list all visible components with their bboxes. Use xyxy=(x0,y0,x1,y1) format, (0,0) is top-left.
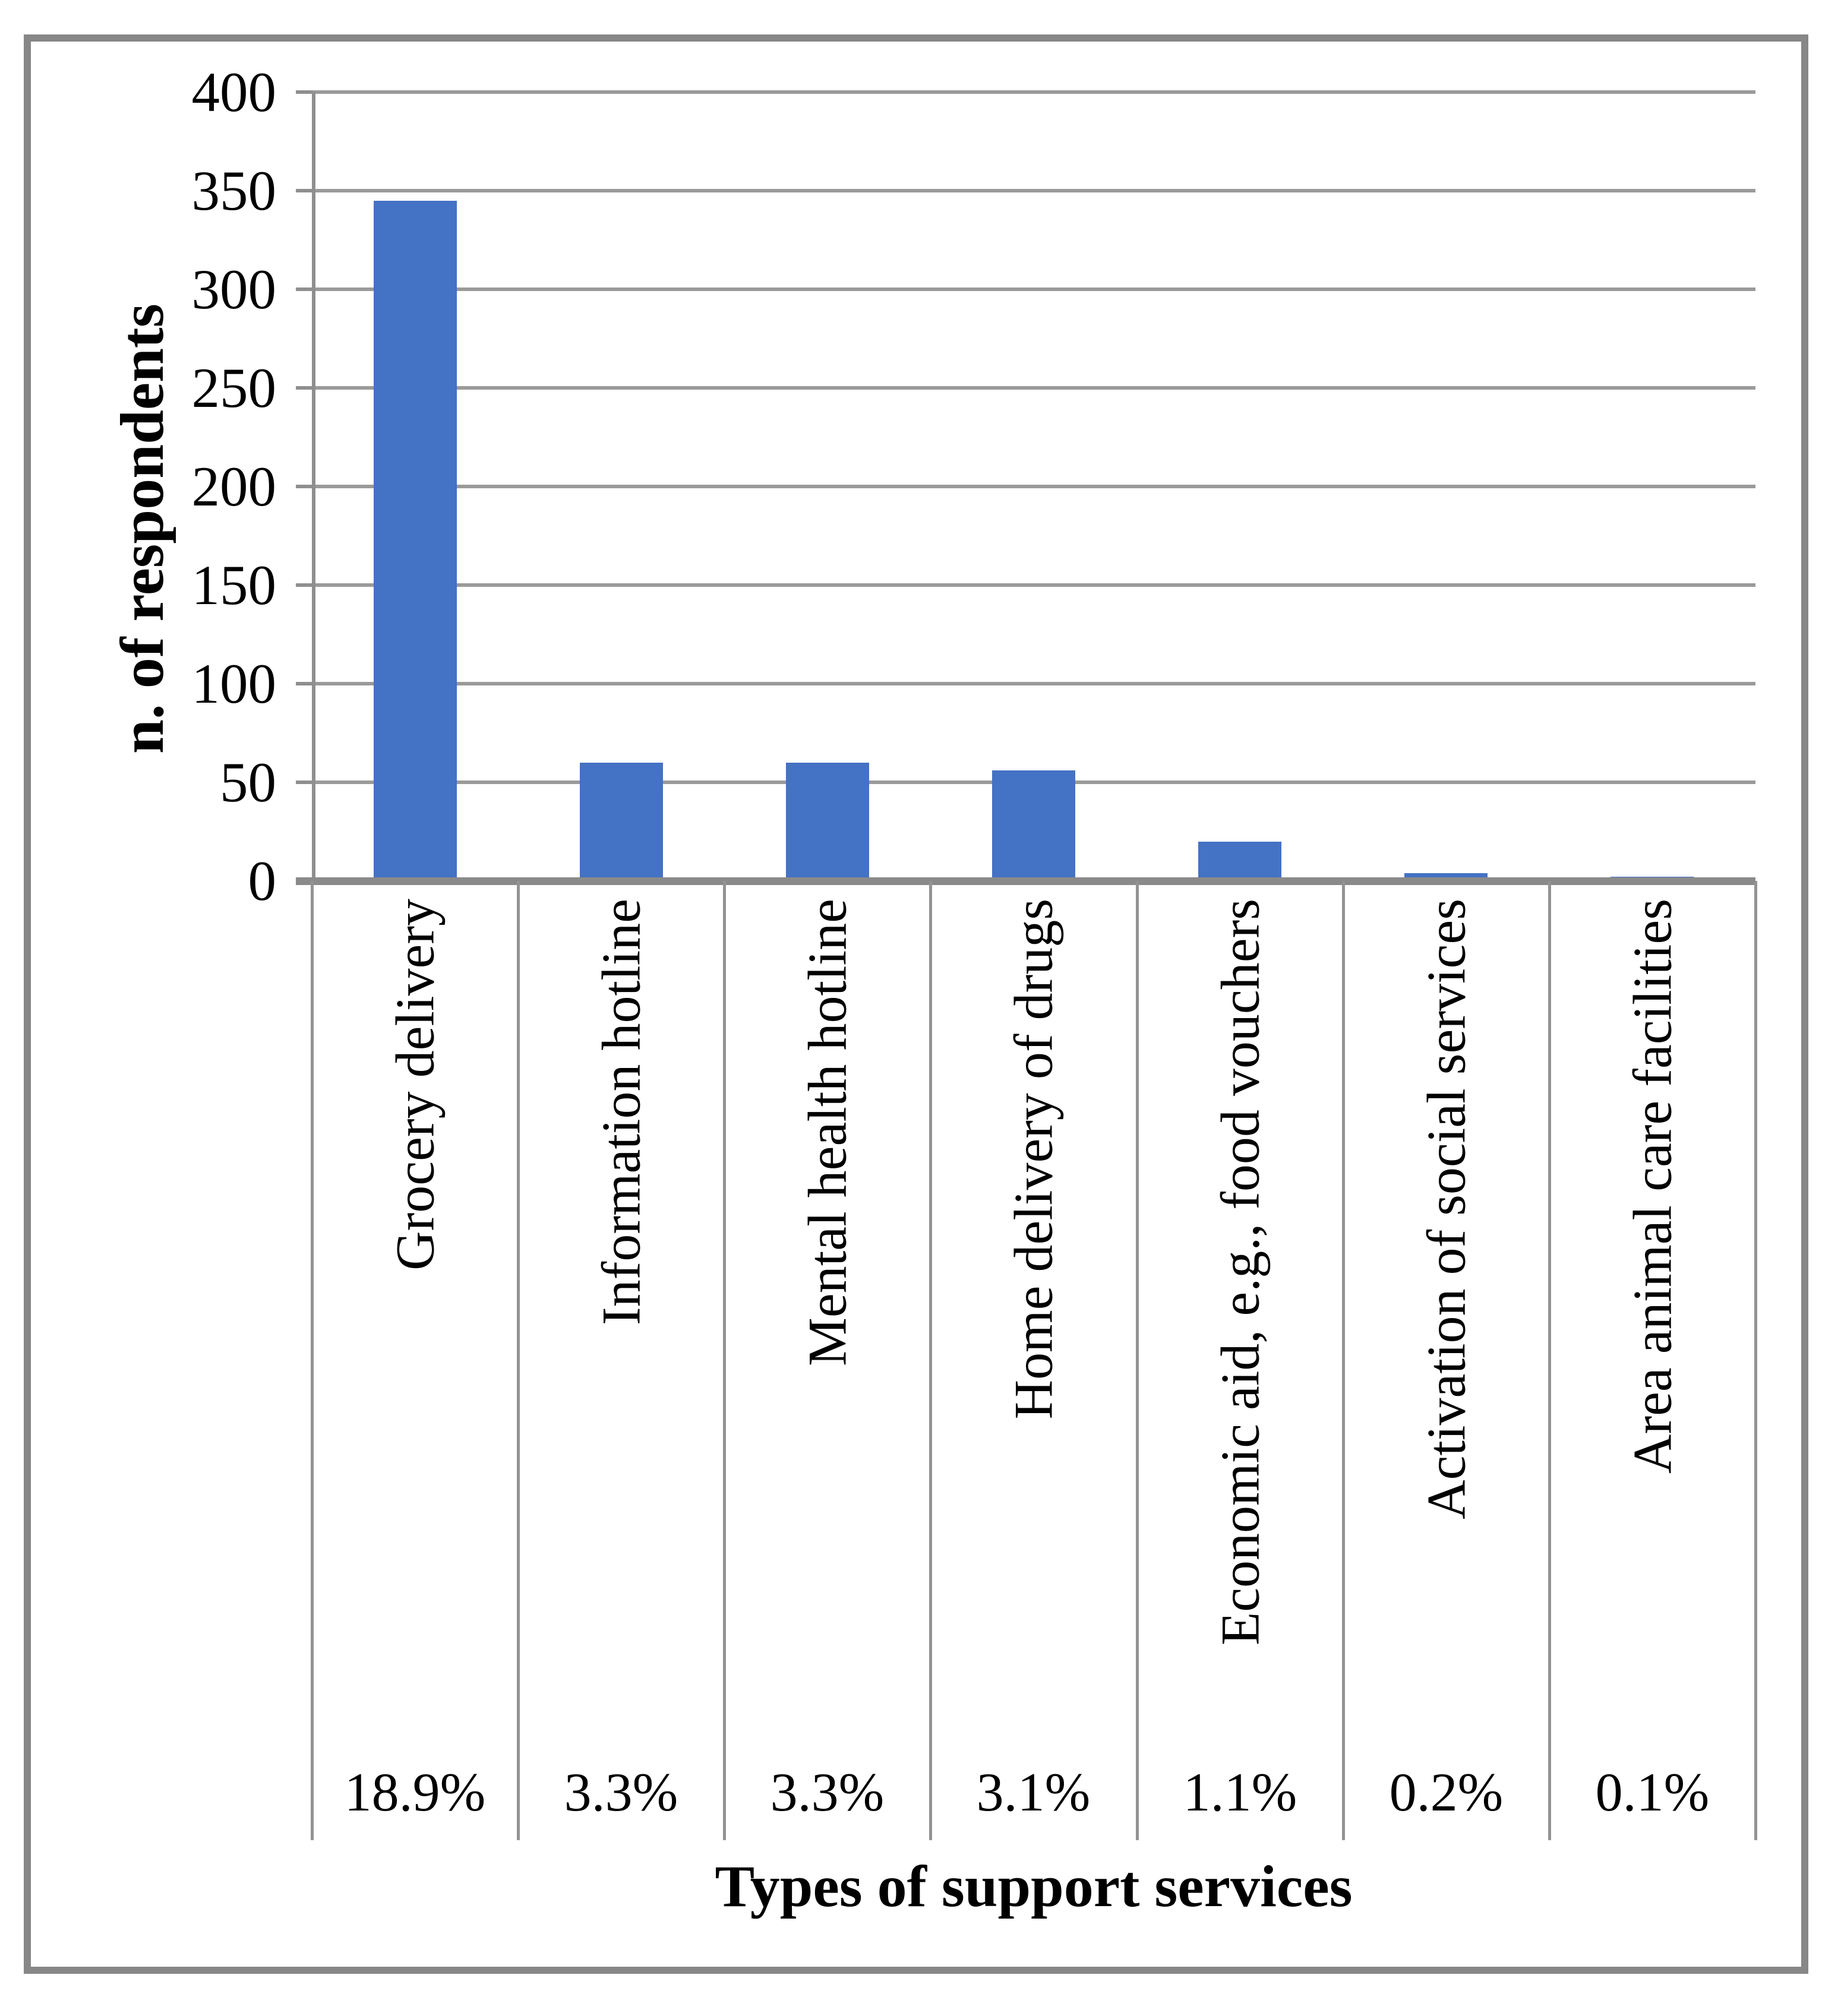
category-divider xyxy=(517,881,520,1840)
y-gridline xyxy=(312,485,1755,488)
category-cell: Mental health hotline 3.3% xyxy=(724,881,930,1840)
bar-grocery-delivery xyxy=(374,201,457,881)
chart-frame: n. of respondents xyxy=(24,34,1808,1974)
category-label: Home delivery of drugs xyxy=(1002,899,1063,1420)
x-axis-line xyxy=(296,877,1755,885)
bar-home-delivery-of-drugs xyxy=(992,770,1075,881)
category-divider xyxy=(929,881,932,1840)
y-gridline xyxy=(312,287,1755,291)
category-divider xyxy=(1754,881,1757,1840)
y-tick-mark xyxy=(296,781,312,784)
y-tick-label: 0 xyxy=(248,849,277,912)
y-tick-label: 300 xyxy=(191,258,277,321)
y-gridline xyxy=(312,189,1755,192)
percent-label: 0.1% xyxy=(1595,1762,1710,1822)
category-cell: Economic aid, e.g., food vouchers 1.1% xyxy=(1137,881,1343,1840)
category-cell: Information hotline 3.3% xyxy=(518,881,724,1840)
y-tick-label: 200 xyxy=(191,455,277,518)
category-divider xyxy=(311,881,314,1840)
category-divider xyxy=(1342,881,1345,1840)
percent-label: 0.2% xyxy=(1389,1762,1504,1822)
percent-label: 3.1% xyxy=(976,1762,1091,1822)
category-cell: Area animal care facilities 0.1% xyxy=(1549,881,1755,1840)
y-gridline xyxy=(312,583,1755,587)
y-tick-label: 50 xyxy=(220,751,276,814)
category-divider xyxy=(1548,881,1551,1840)
percent-label: 3.3% xyxy=(564,1762,678,1822)
percent-label: 3.3% xyxy=(770,1762,885,1822)
category-label: Area animal care facilities xyxy=(1621,899,1682,1474)
y-gridline xyxy=(312,682,1755,685)
category-label: Activation of social services xyxy=(1415,899,1476,1519)
category-divider xyxy=(723,881,726,1840)
percent-label: 18.9% xyxy=(344,1762,486,1822)
bar-information-hotline xyxy=(580,763,663,881)
y-tick-label: 150 xyxy=(191,554,277,617)
y-tick-label: 100 xyxy=(191,652,277,715)
y-tick-mark xyxy=(296,485,312,488)
percent-label: 1.1% xyxy=(1183,1762,1297,1822)
bar-economic-aid-e-g-food-vouchers xyxy=(1198,842,1281,881)
category-label: Grocery delivery xyxy=(384,899,445,1271)
y-tick-mark xyxy=(296,90,312,94)
category-cell: Activation of social services 0.2% xyxy=(1343,881,1549,1840)
y-gridline xyxy=(312,90,1755,94)
x-axis-title: Types of support services xyxy=(715,1853,1353,1919)
y-gridline xyxy=(312,386,1755,390)
y-tick-label: 350 xyxy=(191,159,277,222)
category-label: Economic aid, e.g., food vouchers xyxy=(1209,899,1270,1645)
y-tick-mark xyxy=(296,189,312,192)
y-tick-mark xyxy=(296,287,312,291)
y-tick-mark xyxy=(296,386,312,390)
category-cell: Home delivery of drugs 3.1% xyxy=(930,881,1136,1840)
category-label: Information hotline xyxy=(590,899,651,1325)
category-cell: Grocery delivery 18.9% xyxy=(312,881,518,1840)
y-tick-label: 400 xyxy=(191,61,277,124)
bar-mental-health-hotline xyxy=(786,763,869,881)
y-axis-line xyxy=(312,92,315,881)
y-tick-label: 250 xyxy=(191,356,277,419)
category-divider xyxy=(1136,881,1139,1840)
y-tick-mark xyxy=(296,682,312,685)
category-label: Mental health hotline xyxy=(796,899,857,1366)
y-tick-mark xyxy=(296,583,312,587)
